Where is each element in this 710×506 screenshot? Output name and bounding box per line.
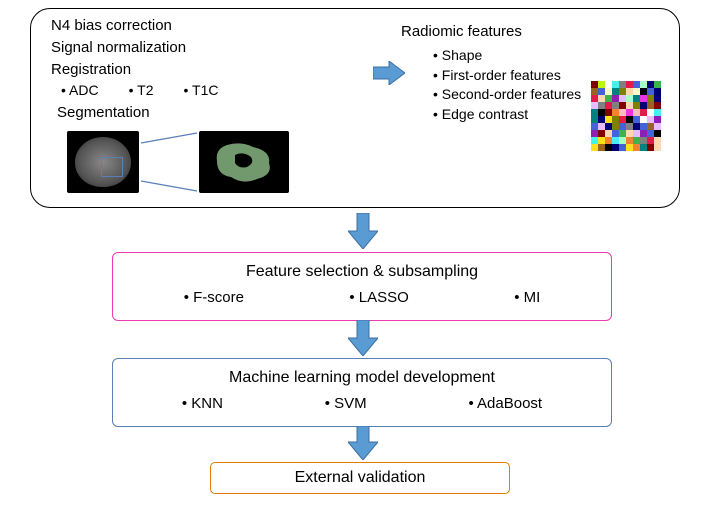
radiomic-title: Radiomic features — [401, 23, 581, 40]
arrow-down-icon — [348, 426, 378, 465]
fs-item: MI — [514, 289, 540, 306]
ml-item: SVM — [325, 395, 367, 412]
fs-item: F-score — [184, 289, 244, 306]
preprocess-step: Signal normalization — [51, 37, 218, 59]
segmentation-images — [67, 131, 289, 193]
reg-item: ADC — [61, 82, 99, 98]
fs-item: LASSO — [349, 289, 408, 306]
roi-box — [101, 157, 123, 177]
registration-items: ADC T2 T1C — [61, 82, 218, 98]
radiomic-list: Shape First-order features Second-order … — [433, 46, 581, 124]
radiomic-item: Second-order features — [433, 85, 581, 105]
radiomic-item: Edge contrast — [433, 105, 581, 125]
ml-item: AdaBoost — [468, 395, 542, 412]
radiomic-item: Shape — [433, 46, 581, 66]
preprocess-step: Registration — [51, 59, 218, 81]
ml-item: KNN — [182, 395, 223, 412]
fs-title: Feature selection & subsampling — [131, 263, 593, 281]
brain-scan-image — [67, 131, 139, 193]
heatmap-icon — [591, 81, 661, 151]
ml-model-box: Machine learning model development KNN S… — [112, 358, 612, 427]
arrow-down-icon — [348, 320, 378, 361]
ev-label: External validation — [295, 469, 426, 486]
external-validation-box: External validation — [210, 462, 510, 494]
radiomic-col: Radiomic features Shape First-order feat… — [401, 23, 581, 124]
zoom-lines-icon — [139, 131, 199, 193]
arrow-down-icon — [348, 213, 378, 254]
ml-title: Machine learning model development — [131, 369, 593, 387]
preprocess-col: N4 bias correction Signal normalization … — [51, 15, 218, 121]
preprocess-step: N4 bias correction — [51, 15, 218, 37]
preprocessing-panel: N4 bias correction Signal normalization … — [30, 8, 680, 208]
segmentation-mask-image — [199, 131, 289, 193]
reg-item: T2 — [129, 82, 154, 98]
segmentation-label: Segmentation — [57, 104, 218, 121]
feature-selection-box: Feature selection & subsampling F-score … — [112, 252, 612, 321]
radiomic-item: First-order features — [433, 66, 581, 86]
reg-item: T1C — [183, 82, 218, 98]
